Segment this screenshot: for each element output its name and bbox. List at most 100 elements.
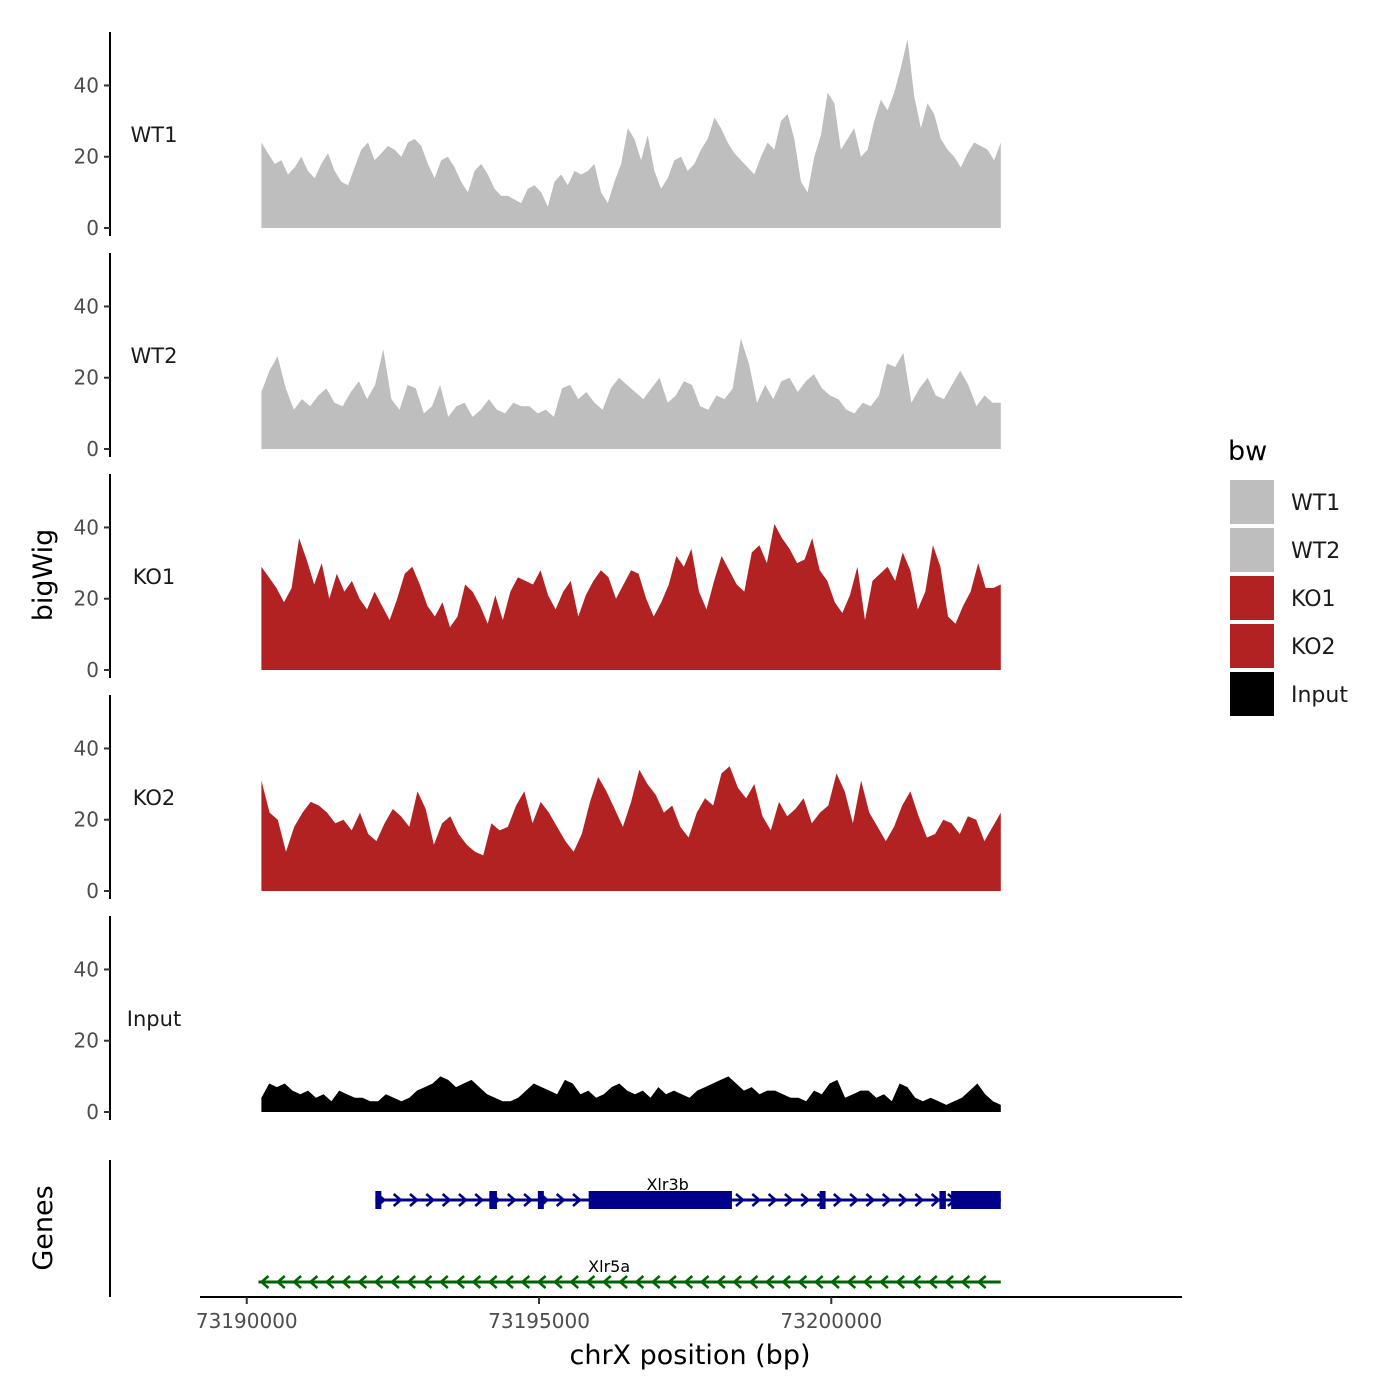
track-label: KO1 <box>133 565 176 589</box>
gene-xlr3b: Xlr3b <box>375 1175 1001 1209</box>
legend-key-wt2 <box>1230 528 1274 572</box>
y-tick-label: 20 <box>74 587 99 611</box>
legend-label: KO1 <box>1291 587 1336 612</box>
legend-title: bw <box>1228 436 1267 467</box>
strand-arrow <box>878 1275 889 1289</box>
strand-arrow <box>569 1275 580 1289</box>
exon <box>951 1191 1001 1209</box>
signal-area-ko2 <box>261 766 1001 891</box>
signal-area-input <box>261 1076 1001 1112</box>
strand-arrow <box>781 1275 791 1289</box>
x-tick-label: 73195000 <box>488 1309 590 1333</box>
y-tick-label: 0 <box>86 437 99 461</box>
track-panel-input: 0 20 40 Input <box>74 916 1001 1124</box>
strand-arrow <box>895 1275 906 1289</box>
y-tick-label: 40 <box>74 515 99 539</box>
strand-arrow <box>800 1193 811 1207</box>
strand-arrow <box>523 1193 534 1207</box>
y-tick-label: 0 <box>86 879 99 903</box>
strand-arrow <box>585 1275 596 1289</box>
y-tick-label: 20 <box>74 1029 99 1053</box>
gene-panel: Xlr3b Xlr5a <box>109 1160 1001 1297</box>
strand-arrow <box>735 1193 745 1207</box>
strand-arrow <box>667 1275 677 1289</box>
strand-arrow <box>751 1193 762 1207</box>
strand-arrow <box>487 1275 498 1289</box>
y-tick-label: 40 <box>74 957 99 981</box>
strand-arrow <box>425 1193 436 1207</box>
x-tick-label: 73190000 <box>196 1309 298 1333</box>
legend-label: KO2 <box>1291 635 1336 660</box>
gene-xlr5a: Xlr5a <box>258 1257 1001 1289</box>
y-tick-label: 20 <box>74 366 99 390</box>
strand-arrow <box>881 1193 892 1207</box>
y-tick-label: 40 <box>74 73 99 97</box>
strand-arrow <box>784 1193 794 1207</box>
strand-arrow <box>572 1193 582 1207</box>
gene-label: Xlr3b <box>646 1175 688 1194</box>
signal-area-ko1 <box>261 523 1001 670</box>
exon <box>939 1191 946 1209</box>
legend-label: WT1 <box>1291 491 1340 516</box>
strand-arrow <box>438 1275 449 1289</box>
legend-key-ko2 <box>1230 624 1274 668</box>
track-label: Input <box>127 1007 181 1031</box>
y-axis-title: bigWig <box>28 529 59 622</box>
strand-arrow <box>471 1275 482 1289</box>
strand-arrow <box>308 1275 319 1289</box>
strand-arrow <box>458 1193 468 1207</box>
strand-arrow <box>634 1275 645 1289</box>
strand-arrow <box>552 1275 563 1289</box>
legend-label: Input <box>1291 683 1348 708</box>
strand-arrow <box>324 1275 335 1289</box>
strand-arrow <box>536 1275 547 1289</box>
x-axis-title: chrX position (bp) <box>569 1340 810 1371</box>
track-panel-wt1: 0 20 40 WT1 <box>74 32 1001 240</box>
strand-arrow <box>813 1275 824 1289</box>
x-tick-label: 73200000 <box>780 1309 882 1333</box>
strand-arrow <box>474 1193 485 1207</box>
strand-arrow <box>898 1193 908 1207</box>
track-panel-ko2: 0 20 40 KO2 <box>74 695 1001 903</box>
strand-arrow <box>292 1275 302 1289</box>
strand-arrow <box>506 1193 517 1207</box>
strand-arrow <box>748 1275 759 1289</box>
exon <box>375 1191 382 1209</box>
genes-axis-title: Genes <box>28 1185 59 1270</box>
exon <box>588 1191 732 1209</box>
y-tick-label: 0 <box>86 1100 99 1124</box>
legend-key-ko1 <box>1230 576 1274 620</box>
strand-arrow <box>406 1275 417 1289</box>
strand-arrow <box>259 1275 270 1289</box>
y-tick-label: 40 <box>74 736 99 760</box>
strand-arrow <box>830 1275 840 1289</box>
strand-arrow <box>275 1275 286 1289</box>
strand-arrow <box>455 1275 465 1289</box>
gene-label: Xlr5a <box>588 1257 630 1276</box>
legend-key-wt1 <box>1230 480 1274 524</box>
exon <box>489 1191 497 1209</box>
strand-arrow <box>341 1275 351 1289</box>
strand-arrow <box>392 1193 403 1207</box>
strand-arrow <box>441 1193 452 1207</box>
track-label: WT1 <box>131 123 178 147</box>
legend-key-input <box>1230 672 1274 716</box>
strand-arrow <box>422 1275 433 1289</box>
strand-arrow <box>914 1193 925 1207</box>
strand-arrow <box>767 1193 778 1207</box>
strand-arrow <box>944 1275 954 1289</box>
strand-arrow <box>409 1193 419 1207</box>
strand-arrow <box>911 1275 922 1289</box>
strand-arrow <box>650 1275 661 1289</box>
signal-area-wt2 <box>261 338 1001 449</box>
strand-arrow <box>520 1275 531 1289</box>
y-tick-label: 0 <box>86 216 99 240</box>
strand-arrow <box>930 1193 941 1207</box>
strand-arrow <box>683 1275 694 1289</box>
strand-arrow <box>555 1193 566 1207</box>
y-tick-label: 20 <box>74 808 99 832</box>
legend: bw WT1 WT2 KO1 KO2 Input <box>1228 436 1348 716</box>
strand-arrow <box>960 1275 971 1289</box>
strand-arrow <box>357 1275 368 1289</box>
strand-arrow <box>849 1193 860 1207</box>
